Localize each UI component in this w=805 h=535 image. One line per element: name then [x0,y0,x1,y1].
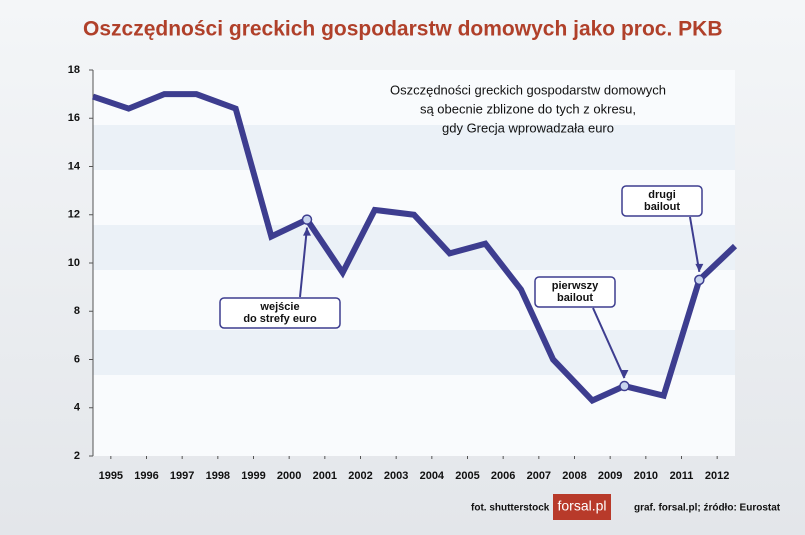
x-tick-label: 1999 [241,470,265,482]
subtitle-line: Oszczędności greckich gospodarstw domowy… [390,82,666,97]
x-tick-label: 2006 [491,470,515,482]
x-tick-label: 2003 [384,470,408,482]
y-tick-label: 4 [74,402,81,414]
x-tick-label: 2008 [562,470,586,482]
photo-credit: fot. shutterstock [471,503,550,514]
subtitle-line: gdy Grecja wprowadzała euro [442,120,614,135]
arrow-head [620,370,629,379]
annotation-text: wejście [259,301,299,313]
stripe [93,125,735,170]
x-tick-label: 2001 [313,470,337,482]
y-tick-label: 6 [74,353,80,365]
annotation-arrow [592,307,626,379]
x-tick-label: 1997 [170,470,194,482]
subtitle: Oszczędności greckich gospodarstw domowy… [390,82,666,135]
subtitle-line: są obecnie zblizone do tych z okresu, [420,101,636,116]
stripe [93,330,735,375]
logo-box [553,494,611,520]
annotation-box [621,185,703,217]
y-tick-label: 16 [68,112,80,124]
annotation-text: bailout [644,201,680,213]
arrow-head [303,227,311,236]
annotation-box [219,297,341,329]
x-tick-label: 2005 [455,470,479,482]
annotation-box [534,276,616,308]
annotation-arrow [299,227,308,298]
y-tick-label: 12 [68,209,80,221]
x-tick-label: 2010 [634,470,658,482]
stripe [93,225,735,270]
y-tick-label: 2 [74,450,80,462]
annotation-text: do strefy euro [243,313,317,325]
arrow-head [695,263,704,272]
annotation-arrow [689,216,701,273]
x-tick-label: 2009 [598,470,622,482]
logo: forsal.pl [557,498,606,514]
y-tick-label: 8 [74,305,80,317]
marker [619,380,630,392]
x-tick-label: 2004 [420,470,445,482]
x-tick-label: 2011 [670,470,694,482]
annotation-text: bailout [557,292,593,304]
marker [301,214,313,225]
source: graf. forsal.pl; źródło: Eurostat [634,503,781,514]
x-tick-label: 2002 [348,470,372,482]
marker [694,274,705,286]
y-tick-label: 18 [68,64,80,76]
chart-title: Oszczędności greckich gospodarstw domowy… [83,18,723,41]
x-tick-label: 2012 [705,470,729,482]
x-tick-label: 1995 [99,470,123,482]
y-tick-label: 10 [68,257,80,269]
annotation-text: drugi [648,189,676,201]
annotation-text: pierwszy [552,280,599,292]
x-tick-label: 2000 [277,470,301,482]
x-tick-label: 1996 [134,470,158,482]
x-tick-label: 1998 [206,470,230,482]
x-tick-label: 2007 [527,470,551,482]
y-tick-label: 14 [68,160,81,172]
